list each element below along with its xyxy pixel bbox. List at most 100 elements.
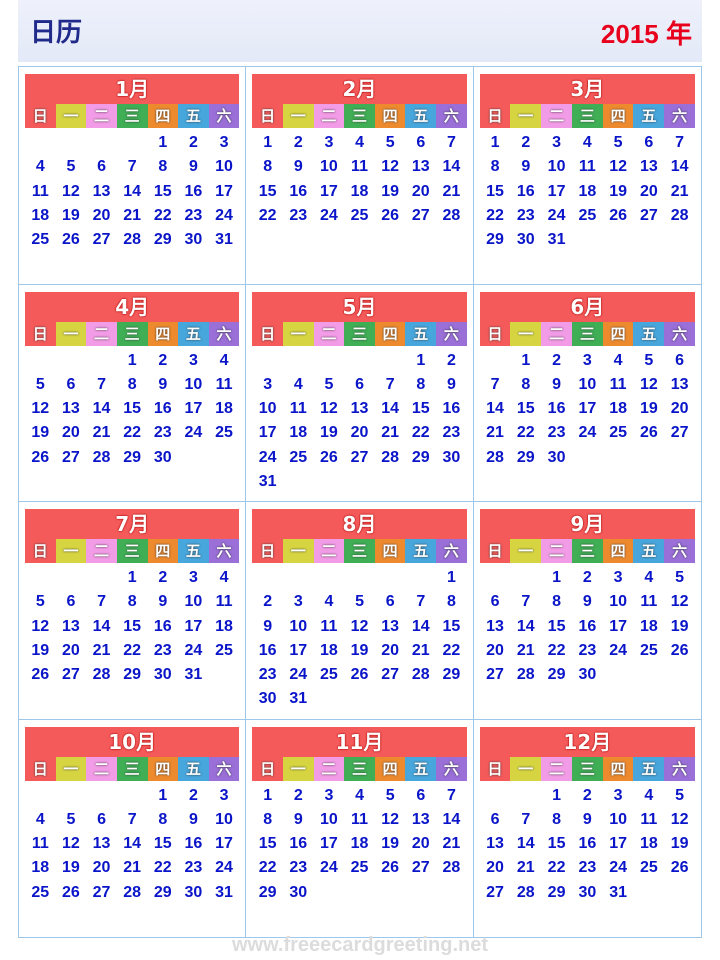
day-cell: 14 bbox=[486, 400, 504, 418]
day-cell: 15 bbox=[258, 182, 277, 200]
day-cell: 16 bbox=[578, 617, 597, 635]
day-cell: 7 bbox=[127, 810, 137, 828]
week-row: 27 28 29 30 31 bbox=[480, 881, 695, 905]
day-cell: 9 bbox=[158, 375, 168, 393]
day-cell: 10 bbox=[319, 810, 338, 828]
week-row: 28 29 30 bbox=[480, 446, 695, 470]
week-row: 1 bbox=[252, 566, 466, 590]
empty-cell bbox=[633, 446, 664, 470]
day-cell: 23 bbox=[578, 859, 597, 877]
week-row: 3 4 5 6 7 8 9 bbox=[252, 373, 466, 397]
day-cell: 29 bbox=[486, 231, 504, 249]
day-cell: 26 bbox=[609, 206, 627, 224]
day-cell: 1 bbox=[158, 786, 168, 804]
weekday-label: 六 bbox=[664, 756, 696, 781]
day-cell: 3 bbox=[613, 786, 623, 804]
day-cell: 11 bbox=[640, 810, 658, 828]
week-row: 18 19 20 21 22 23 24 bbox=[25, 204, 239, 228]
empty-cell bbox=[480, 566, 511, 590]
day-cell: 28 bbox=[92, 448, 111, 466]
day-cell: 14 bbox=[381, 400, 400, 418]
day-cell: 12 bbox=[62, 182, 80, 200]
day-cell: 4 bbox=[355, 786, 364, 804]
empty-cell bbox=[56, 131, 87, 155]
empty-cell bbox=[314, 881, 345, 905]
day-cell: 18 bbox=[215, 617, 233, 635]
day-cell: 19 bbox=[609, 182, 627, 200]
day-cell: 26 bbox=[62, 883, 80, 901]
day-cell: 31 bbox=[547, 231, 566, 249]
day-cell: 14 bbox=[670, 158, 689, 176]
week-row: 26 27 28 29 30 bbox=[25, 446, 239, 470]
day-cell: 13 bbox=[92, 835, 111, 853]
day-cell: 26 bbox=[381, 206, 400, 224]
day-cell: 6 bbox=[355, 375, 364, 393]
week-row: 11 12 13 14 15 16 17 bbox=[25, 832, 239, 856]
day-cell: 22 bbox=[411, 424, 430, 442]
day-cell: 23 bbox=[442, 424, 461, 442]
weekday-label: 六 bbox=[208, 321, 240, 346]
week-row: 1 2 3 4 bbox=[25, 349, 239, 373]
day-cell: 4 bbox=[355, 134, 364, 151]
week-row: 2 3 4 5 6 7 8 bbox=[252, 590, 466, 614]
weekday-label: 四 bbox=[374, 539, 406, 563]
month-title: 7月 bbox=[25, 509, 240, 539]
day-cell: 9 bbox=[188, 158, 198, 176]
day-cell: 9 bbox=[446, 375, 456, 393]
week-row: 6 7 8 9 10 11 12 bbox=[480, 590, 695, 614]
week-row: 7 8 9 10 11 12 13 bbox=[480, 373, 695, 397]
day-cell: 13 bbox=[670, 375, 689, 393]
day-cell: 4 bbox=[324, 593, 334, 611]
month-grid: 1月日一二三四五六 1 2 3 4 5 6 7 8 9 10 11 12 13 14 15 16 17 18 19 20… bbox=[18, 66, 702, 938]
day-cell: 22 bbox=[258, 206, 277, 224]
day-cell: 6 bbox=[490, 810, 500, 828]
day-cell: 21 bbox=[123, 859, 142, 877]
month-title: 1月 bbox=[25, 74, 240, 104]
empty-cell bbox=[344, 566, 375, 590]
day-cell: 9 bbox=[521, 158, 531, 176]
weekday-label: 二 bbox=[313, 104, 345, 128]
day-cell: 14 bbox=[442, 810, 461, 828]
day-cell: 25 bbox=[31, 231, 50, 249]
week-row: 25 26 27 28 29 30 31 bbox=[25, 228, 239, 252]
day-cell: 19 bbox=[381, 835, 400, 853]
day-cell: 19 bbox=[670, 617, 689, 635]
day-cell: 10 bbox=[609, 593, 627, 611]
day-cell: 31 bbox=[215, 883, 233, 901]
weekday-label: 一 bbox=[510, 539, 542, 563]
empty-cell bbox=[56, 349, 87, 373]
day-cell: 18 bbox=[639, 617, 658, 635]
week-row: 5 6 7 8 9 10 11 bbox=[25, 590, 239, 614]
day-cell: 12 bbox=[381, 810, 400, 828]
empty-cell bbox=[117, 784, 148, 808]
day-cell: 31 bbox=[215, 231, 233, 249]
day-grid: 1 2 3 4 5 6 7 8 9 10 11 12 13 14 15 16 17 18 19 20 21 22 23 24 2… bbox=[480, 563, 695, 687]
day-cell: 14 bbox=[123, 182, 142, 200]
weekday-label: 六 bbox=[436, 321, 467, 346]
day-cell: 15 bbox=[516, 400, 535, 418]
weekday-label: 四 bbox=[147, 539, 179, 563]
month-panel: 11月日一二三四五六 1 2 3 4 5 6 7 8 9 10 11 12 13 14 15 16 17 18 19 2… bbox=[246, 719, 474, 937]
weekday-label: 一 bbox=[55, 321, 87, 346]
week-row: 29 30 31 bbox=[480, 228, 695, 252]
empty-cell bbox=[86, 784, 117, 808]
day-cell: 15 bbox=[547, 617, 566, 635]
empty-cell bbox=[25, 131, 56, 155]
day-cell: 25 bbox=[31, 883, 50, 901]
day-cell: 5 bbox=[385, 786, 395, 804]
week-row: 21 22 23 24 25 26 27 bbox=[480, 421, 695, 445]
weekday-label: 六 bbox=[436, 539, 467, 563]
day-cell: 11 bbox=[320, 617, 338, 635]
week-row: 30 31 bbox=[252, 687, 466, 711]
day-cell: 23 bbox=[516, 206, 535, 224]
weekday-label: 五 bbox=[633, 539, 665, 563]
week-row: 22 23 24 25 26 27 28 bbox=[480, 204, 695, 228]
weekday-label: 一 bbox=[55, 756, 87, 781]
month-title: 11月 bbox=[252, 726, 467, 757]
week-row: 1 2 3 4 5 6 7 bbox=[252, 131, 466, 155]
day-cell: 27 bbox=[486, 666, 504, 684]
day-grid: 1 2 3 4 5 6 7 8 9 10 11 12 13 14 15 16 17 18 19 20 21 22 23 24 2… bbox=[252, 128, 466, 228]
weekday-label: 三 bbox=[344, 321, 375, 346]
day-cell: 16 bbox=[184, 182, 203, 200]
day-cell: 19 bbox=[670, 835, 689, 853]
